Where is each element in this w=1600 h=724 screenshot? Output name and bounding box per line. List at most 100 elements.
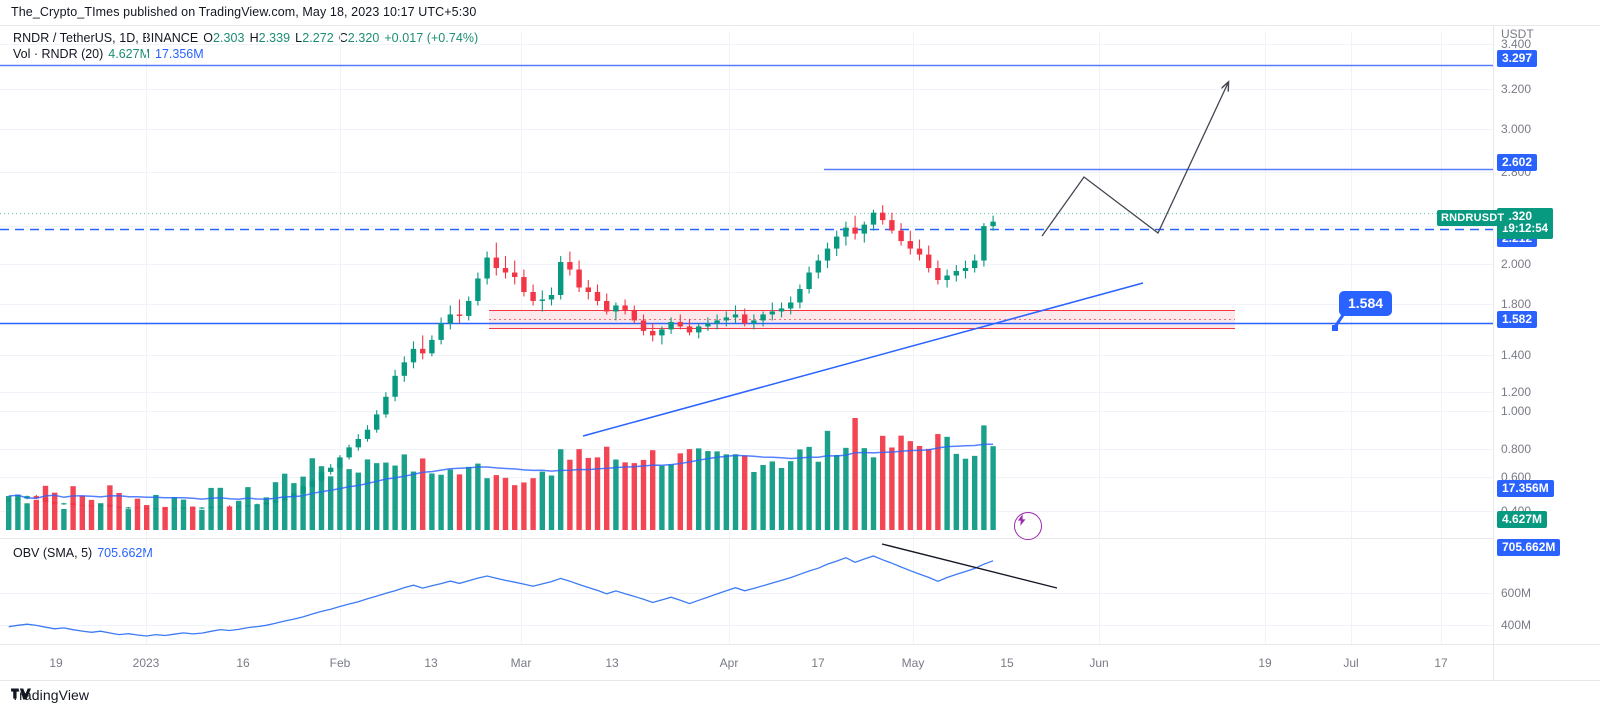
candle-body xyxy=(926,254,932,269)
resistance-3297-tag[interactable]: 3.297 xyxy=(1497,50,1538,67)
price-tick-label: 1.200 xyxy=(1501,385,1532,399)
candle-body xyxy=(686,326,693,333)
candle-body xyxy=(806,272,812,289)
legend-volume-row[interactable]: Vol · RNDR (20) 4.627M 17.356M xyxy=(13,46,478,62)
published-by-text: The_Crypto_TImes published on TradingVie… xyxy=(11,5,477,19)
candle-body xyxy=(594,291,601,301)
lightning-bolt-icon[interactable] xyxy=(1014,512,1042,540)
volume-4627m-tag[interactable]: 4.627M xyxy=(1497,511,1548,528)
legend-close-label: C xyxy=(338,31,348,45)
candle-body xyxy=(990,221,996,227)
candle-body xyxy=(512,272,518,278)
legend-low-label: L xyxy=(295,31,303,45)
legend-open-label: O xyxy=(203,31,214,45)
candle-body xyxy=(134,507,141,509)
obv-descending-trendline[interactable] xyxy=(881,543,1058,589)
candle-body xyxy=(318,471,325,481)
legend-volume-title[interactable]: Vol · RNDR (20) xyxy=(13,47,104,61)
candle-body xyxy=(263,502,269,505)
legend-open-value: 2.303 xyxy=(213,31,245,45)
obv-vertical-gridlines xyxy=(146,540,1442,644)
symbol-tag[interactable]: RNDRUSDT xyxy=(1437,210,1509,226)
candle-body xyxy=(33,496,39,498)
time-tick-label: 13 xyxy=(424,656,438,670)
candle-body xyxy=(355,438,361,448)
candle-body xyxy=(778,308,785,312)
legend-volume-value: 4.627M xyxy=(108,47,150,61)
candle-body xyxy=(861,224,867,234)
candle-body xyxy=(558,262,564,295)
support-1582-tag[interactable]: 1.582 xyxy=(1497,311,1538,328)
candle-body xyxy=(797,288,803,303)
footer-brand: TradingView xyxy=(11,687,90,703)
candle-body xyxy=(300,486,306,494)
obv-705662m-tag[interactable]: 705.662M xyxy=(1497,539,1561,556)
resistance-2602-tag[interactable]: 2.602 xyxy=(1497,154,1538,171)
candle-body xyxy=(622,305,628,310)
bullish-projection-arrow[interactable] xyxy=(1041,83,1228,237)
candle-body xyxy=(742,314,748,324)
candle-body xyxy=(245,505,251,507)
candle-body xyxy=(217,506,223,508)
volume-ma-17356m-tag[interactable]: 17.356M xyxy=(1497,480,1554,497)
legend-change-value: +0.017 (+0.74%) xyxy=(384,31,479,45)
legend-symbol[interactable]: RNDR / TetherUS, 1D, BINANCE xyxy=(13,31,199,45)
obv-legend-value: 705.662M xyxy=(97,546,153,560)
time-axis[interactable]: 19 2023 16 Feb 13 Mar 13 Apr 17 May 15 Jun 19 Jul 17 xyxy=(0,644,1600,680)
time-tick-label: 19 xyxy=(49,656,63,670)
candle-body xyxy=(236,506,242,508)
price-chart-svg[interactable] xyxy=(0,31,1493,538)
candle-body xyxy=(208,506,214,508)
legend-symbol-row[interactable]: RNDR / TetherUS, 1D, BINANCE O2.303 H2.339… xyxy=(13,30,478,46)
obv-legend[interactable]: OBV (SMA, 5) 705.662M xyxy=(13,545,153,561)
candle-body xyxy=(659,329,665,336)
candle-body xyxy=(282,496,288,501)
target-1584-label[interactable]: 1.584 xyxy=(1339,291,1393,316)
legend-high-label: H xyxy=(249,31,259,45)
candle-body xyxy=(447,314,453,324)
obv-legend-title[interactable]: OBV (SMA, 5) xyxy=(13,546,93,560)
candle-body xyxy=(567,262,573,270)
obv-line xyxy=(8,555,994,637)
legend-high-value: 2.339 xyxy=(258,31,291,45)
price-tick-label: 3.000 xyxy=(1501,122,1532,136)
candle-body xyxy=(70,503,76,505)
candle-body xyxy=(732,314,739,318)
candle-body xyxy=(788,302,794,309)
candle-body xyxy=(107,504,113,507)
candlestick-series[interactable] xyxy=(6,205,996,510)
supply-demand-zone[interactable] xyxy=(489,310,1235,329)
candle-body xyxy=(162,508,168,510)
last-price-value: 2.320 xyxy=(1502,209,1533,223)
obv-chart-svg[interactable] xyxy=(0,540,1493,644)
volume-tick-label: 400M xyxy=(1501,618,1532,632)
candle-body xyxy=(42,497,49,503)
price-tick-label: 0.800 xyxy=(1501,442,1532,456)
price-volume-divider xyxy=(0,538,1493,539)
candle-body xyxy=(6,499,12,501)
price-tick-label: 3.200 xyxy=(1501,82,1532,96)
candle-body xyxy=(723,317,729,321)
header-divider xyxy=(0,25,1600,26)
price-pane[interactable] xyxy=(0,31,1493,538)
candle-body xyxy=(585,287,591,292)
time-tick-label: 17 xyxy=(1434,656,1448,670)
candle-body xyxy=(88,505,95,507)
candle-body xyxy=(604,300,610,312)
candle-body xyxy=(852,227,858,234)
time-tick-label: 19 xyxy=(1258,656,1272,670)
time-tick-label: Jul xyxy=(1343,656,1359,670)
time-tick-label: May xyxy=(901,656,925,670)
ascending-trendline[interactable] xyxy=(582,282,1144,437)
candle-body xyxy=(374,414,380,430)
candle-body xyxy=(364,429,371,439)
candle-body xyxy=(466,300,472,316)
price-scale[interactable]: USDT 3.4003.2003.0002.8002.4002.0001.800… xyxy=(1493,0,1600,680)
candle-body xyxy=(190,507,196,509)
obv-pane[interactable]: OBV (SMA, 5) 705.662M xyxy=(0,540,1493,644)
candle-body xyxy=(98,504,104,506)
candle-body xyxy=(484,257,490,279)
candle-body xyxy=(760,314,766,321)
footer: TradingView xyxy=(11,687,89,703)
